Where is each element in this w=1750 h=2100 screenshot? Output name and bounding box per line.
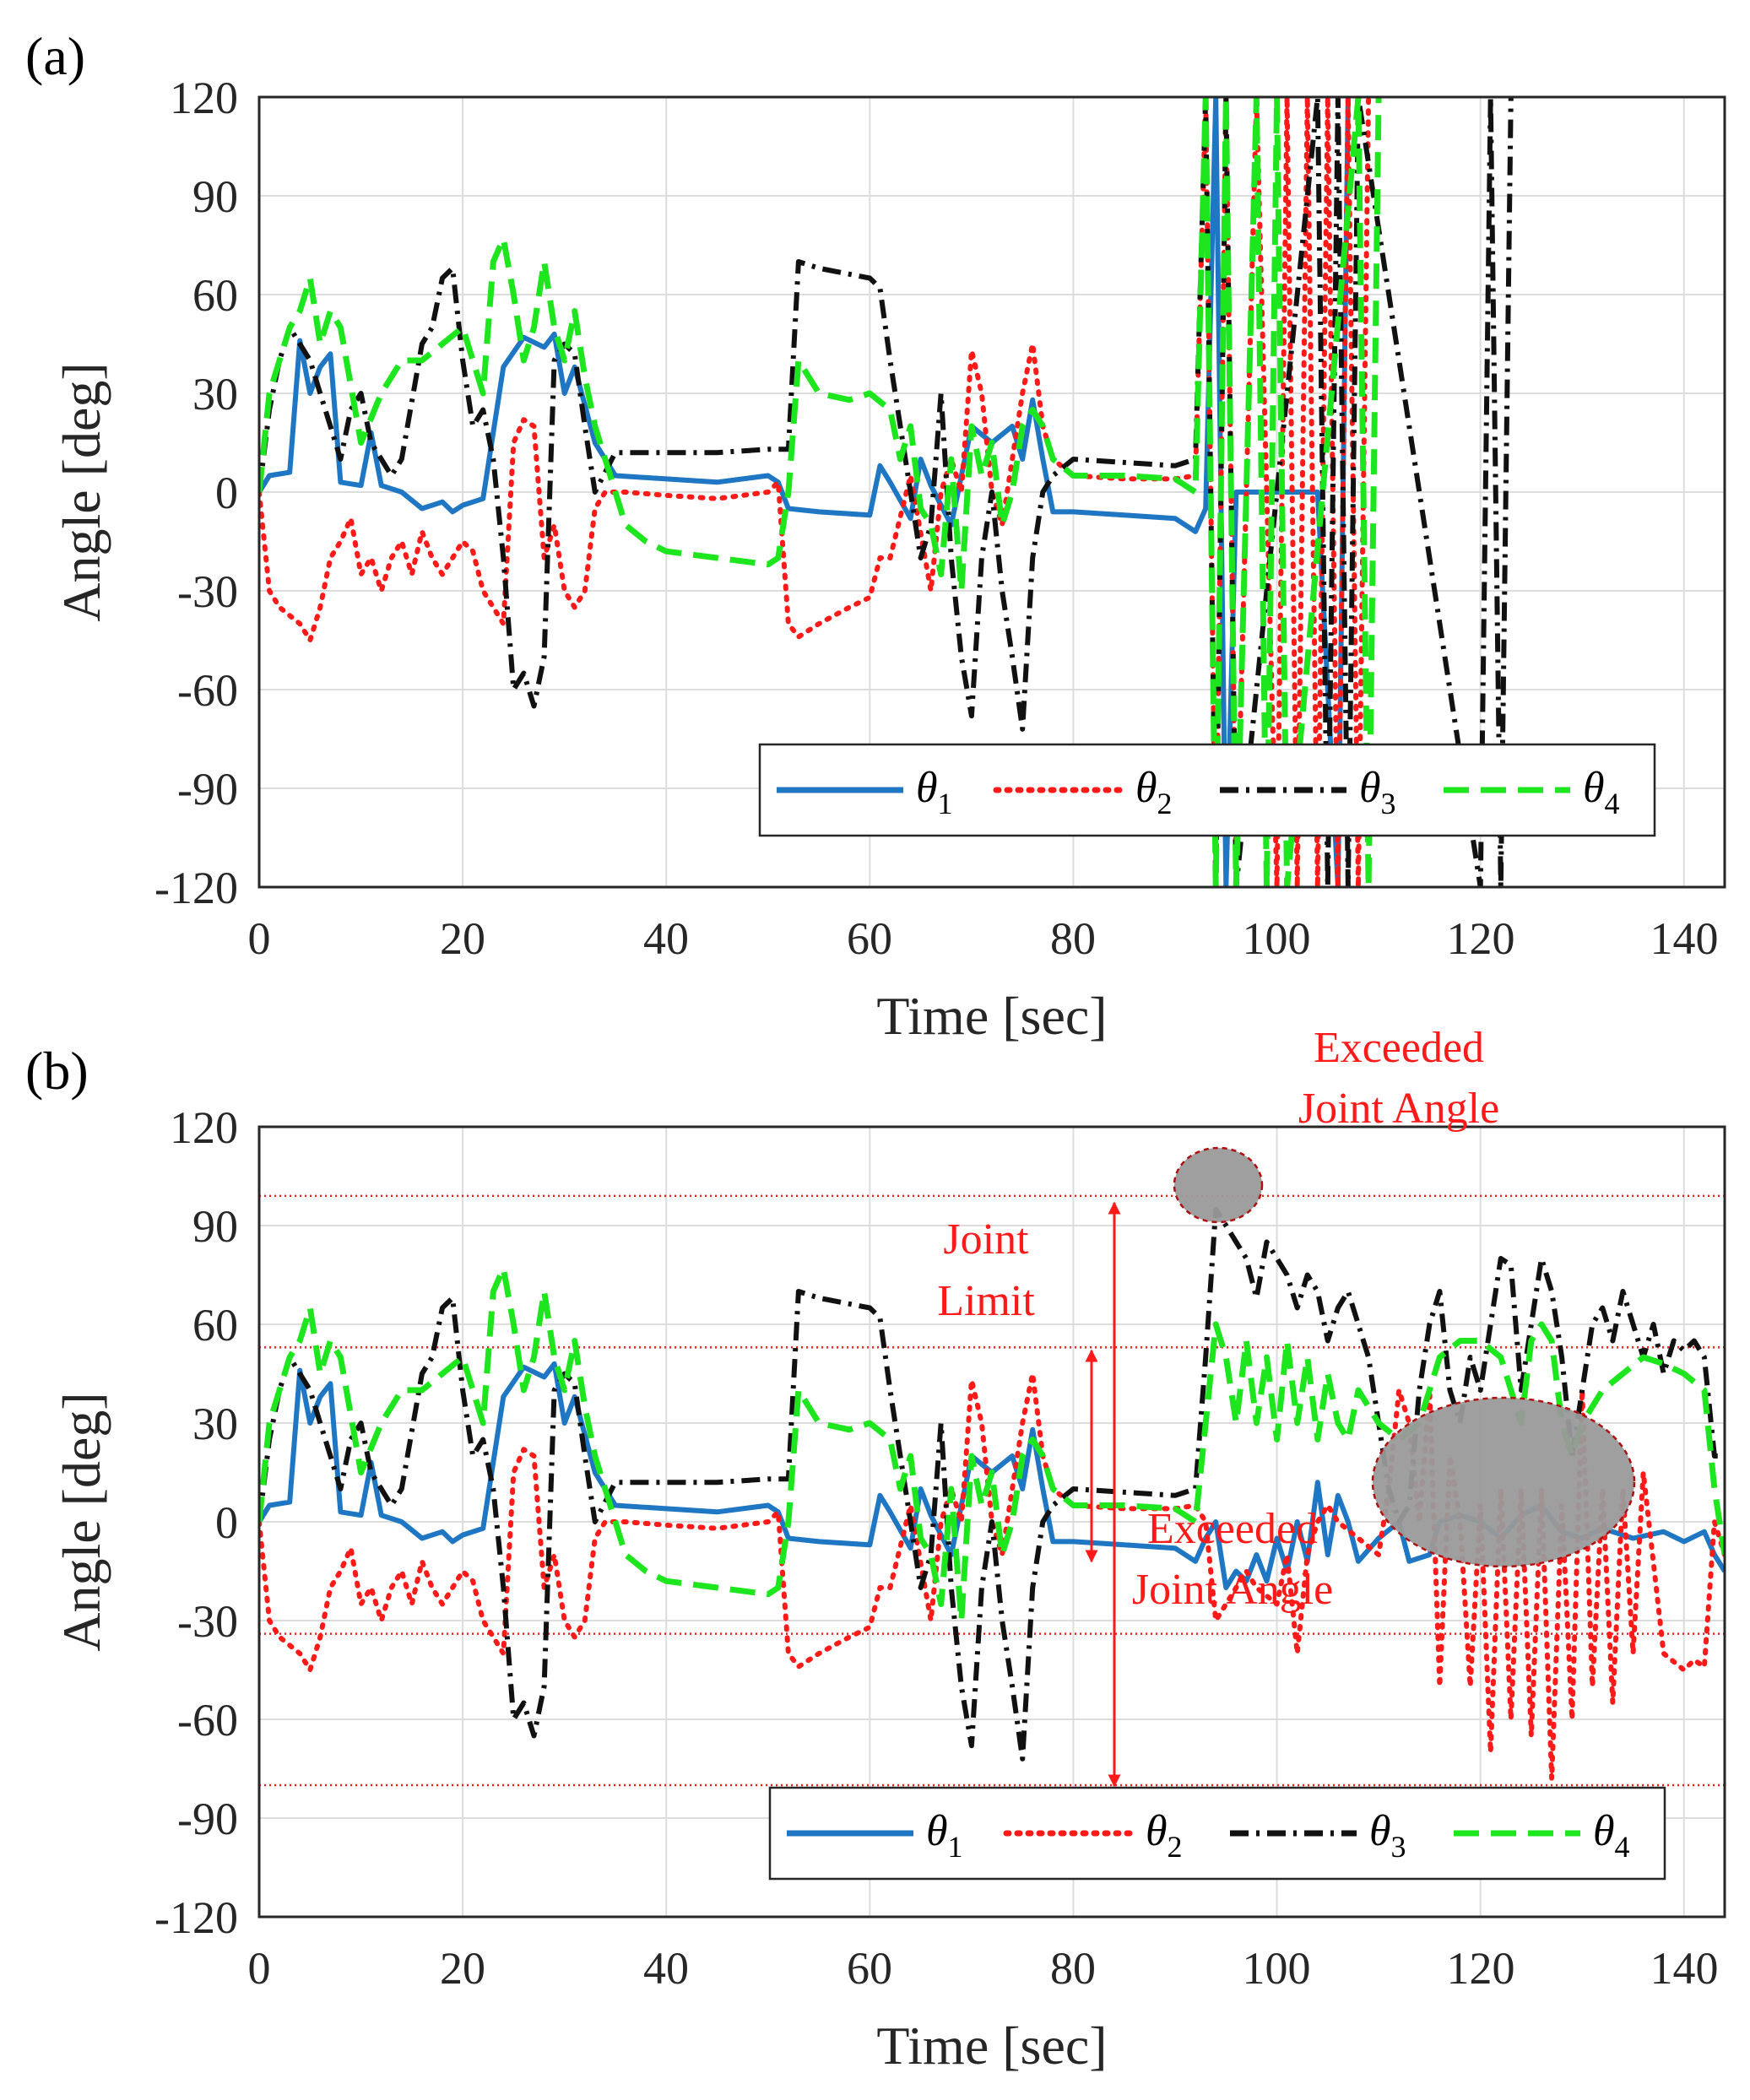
panel-a-ytick: 60 — [192, 270, 238, 321]
panel-a-xtick: 20 — [440, 913, 485, 964]
panel-a-axes-box — [257, 95, 1726, 889]
panel-a-xtick: 100 — [1243, 913, 1311, 964]
panel-b-legend: θ1 θ2 θ3 θ4 — [768, 1786, 1666, 1881]
panel-a-xtick: 60 — [847, 913, 892, 964]
panel-a-xtick: 0 — [248, 913, 271, 964]
panel-b-label: (b) — [25, 1041, 89, 1101]
panel-b-xtick: 0 — [248, 1943, 271, 1994]
panel-a-series — [259, 97, 1514, 887]
panel-b-xtick: 140 — [1650, 1943, 1719, 1994]
panel-b-ytick: -90 — [177, 1794, 238, 1844]
panel-a-x-axis-label: Time [sec] — [876, 986, 1107, 1046]
panel-a-series-theta2-line — [259, 97, 1372, 887]
panel-b-exceeded-upper-highlight — [1173, 1146, 1264, 1224]
panel-b-x-ticks: 0 20 40 60 80 100 120 140 — [248, 1943, 1719, 1994]
panel-b-axes-box — [257, 1125, 1726, 1919]
panel-a-series-theta4-line — [259, 97, 1382, 887]
panel-a-y-ticks: 120 90 60 30 0 -30 -60 -90 -120 — [154, 73, 238, 913]
panel-a-xtick: 120 — [1447, 913, 1515, 964]
panel-a-ytick: -120 — [154, 863, 238, 913]
panel-a-ytick: -90 — [177, 764, 238, 815]
panel-b-legend-label-theta1: θ1 — [926, 1807, 963, 1864]
panel-a-ytick: 0 — [215, 468, 238, 518]
panel-b-series-theta4-line — [259, 1265, 1725, 1624]
panel-a-xtick: 40 — [643, 913, 689, 964]
panel-a: (a) 120 90 60 30 0 -30 -60 -90 -120 0 20… — [25, 26, 1726, 1046]
panel-a-legend-label-theta4: θ4 — [1583, 764, 1620, 820]
panel-b-exceeded-lower-highlight — [1371, 1396, 1636, 1568]
panel-b-xtick: 120 — [1447, 1943, 1515, 1994]
panel-a-legend: θ1 θ2 θ3 θ4 — [758, 743, 1656, 837]
panel-b-xtick: 80 — [1050, 1943, 1096, 1994]
panel-b-y-ticks: 120 90 60 30 0 -30 -60 -90 -120 — [154, 1102, 238, 1943]
panel-b-xtick: 20 — [440, 1943, 485, 1994]
panel-b-y-axis-label: Angle [deg] — [51, 1392, 111, 1651]
panel-b-legend-label-theta2: θ2 — [1146, 1807, 1183, 1864]
panel-b-ytick: 30 — [192, 1399, 238, 1449]
panel-a-x-ticks: 0 20 40 60 80 100 120 140 — [248, 913, 1719, 964]
panel-a-y-axis-label: Angle [deg] — [51, 362, 111, 621]
panel-a-ytick: 90 — [192, 171, 238, 222]
panel-a-legend-label-theta3: θ3 — [1359, 764, 1396, 820]
panel-b: (b) Exceeded Joint Angle Joint Limit Exc… — [25, 1024, 1726, 2076]
panel-a-series-theta3-line — [259, 97, 1514, 887]
panel-b-xtick: 40 — [643, 1943, 689, 1994]
panel-b-annotation-exceeded-top-line1: Exceeded — [1314, 1024, 1484, 1072]
panel-a-series-theta1-line — [259, 97, 1351, 887]
panel-a-ytick: -60 — [177, 665, 238, 716]
panel-a-ytick: 120 — [170, 73, 238, 123]
panel-b-ytick: 90 — [192, 1201, 238, 1252]
panel-b-x-axis-label: Time [sec] — [876, 2016, 1107, 2076]
panel-b-ytick: 120 — [170, 1102, 238, 1153]
panel-b-xtick: 60 — [847, 1943, 892, 1994]
panel-b-xtick: 100 — [1243, 1943, 1311, 1994]
panel-a-xtick: 140 — [1650, 913, 1719, 964]
panel-a-label: (a) — [25, 26, 85, 86]
panel-b-series-theta3-line — [259, 1206, 1725, 1762]
panel-b-annotation-joint-limit-line1: Joint — [943, 1215, 1029, 1264]
panel-b-ytick: 0 — [215, 1497, 238, 1548]
panel-b-annotation-exceeded-bottom-line1: Exceeded — [1147, 1505, 1318, 1553]
panel-a-ytick: -30 — [177, 566, 238, 617]
panel-b-ytick: -120 — [154, 1892, 238, 1943]
panel-b-annotation-exceeded-top-line2: Joint Angle — [1298, 1085, 1499, 1133]
panel-b-ytick: -30 — [177, 1596, 238, 1647]
panel-b-legend-label-theta3: θ3 — [1369, 1807, 1406, 1864]
panel-a-ytick: 30 — [192, 369, 238, 419]
panel-b-ytick: 60 — [192, 1300, 238, 1350]
panel-a-legend-label-theta1: θ1 — [916, 764, 953, 820]
panel-b-legend-label-theta4: θ4 — [1593, 1807, 1630, 1864]
panel-b-annotation-joint-limit-line2: Limit — [937, 1277, 1035, 1325]
panel-a-xtick: 80 — [1050, 913, 1096, 964]
panel-a-legend-label-theta2: θ2 — [1135, 764, 1173, 820]
panel-b-annotation-exceeded-bottom-line2: Joint Angle — [1132, 1566, 1333, 1614]
panel-b-ytick: -60 — [177, 1695, 238, 1745]
